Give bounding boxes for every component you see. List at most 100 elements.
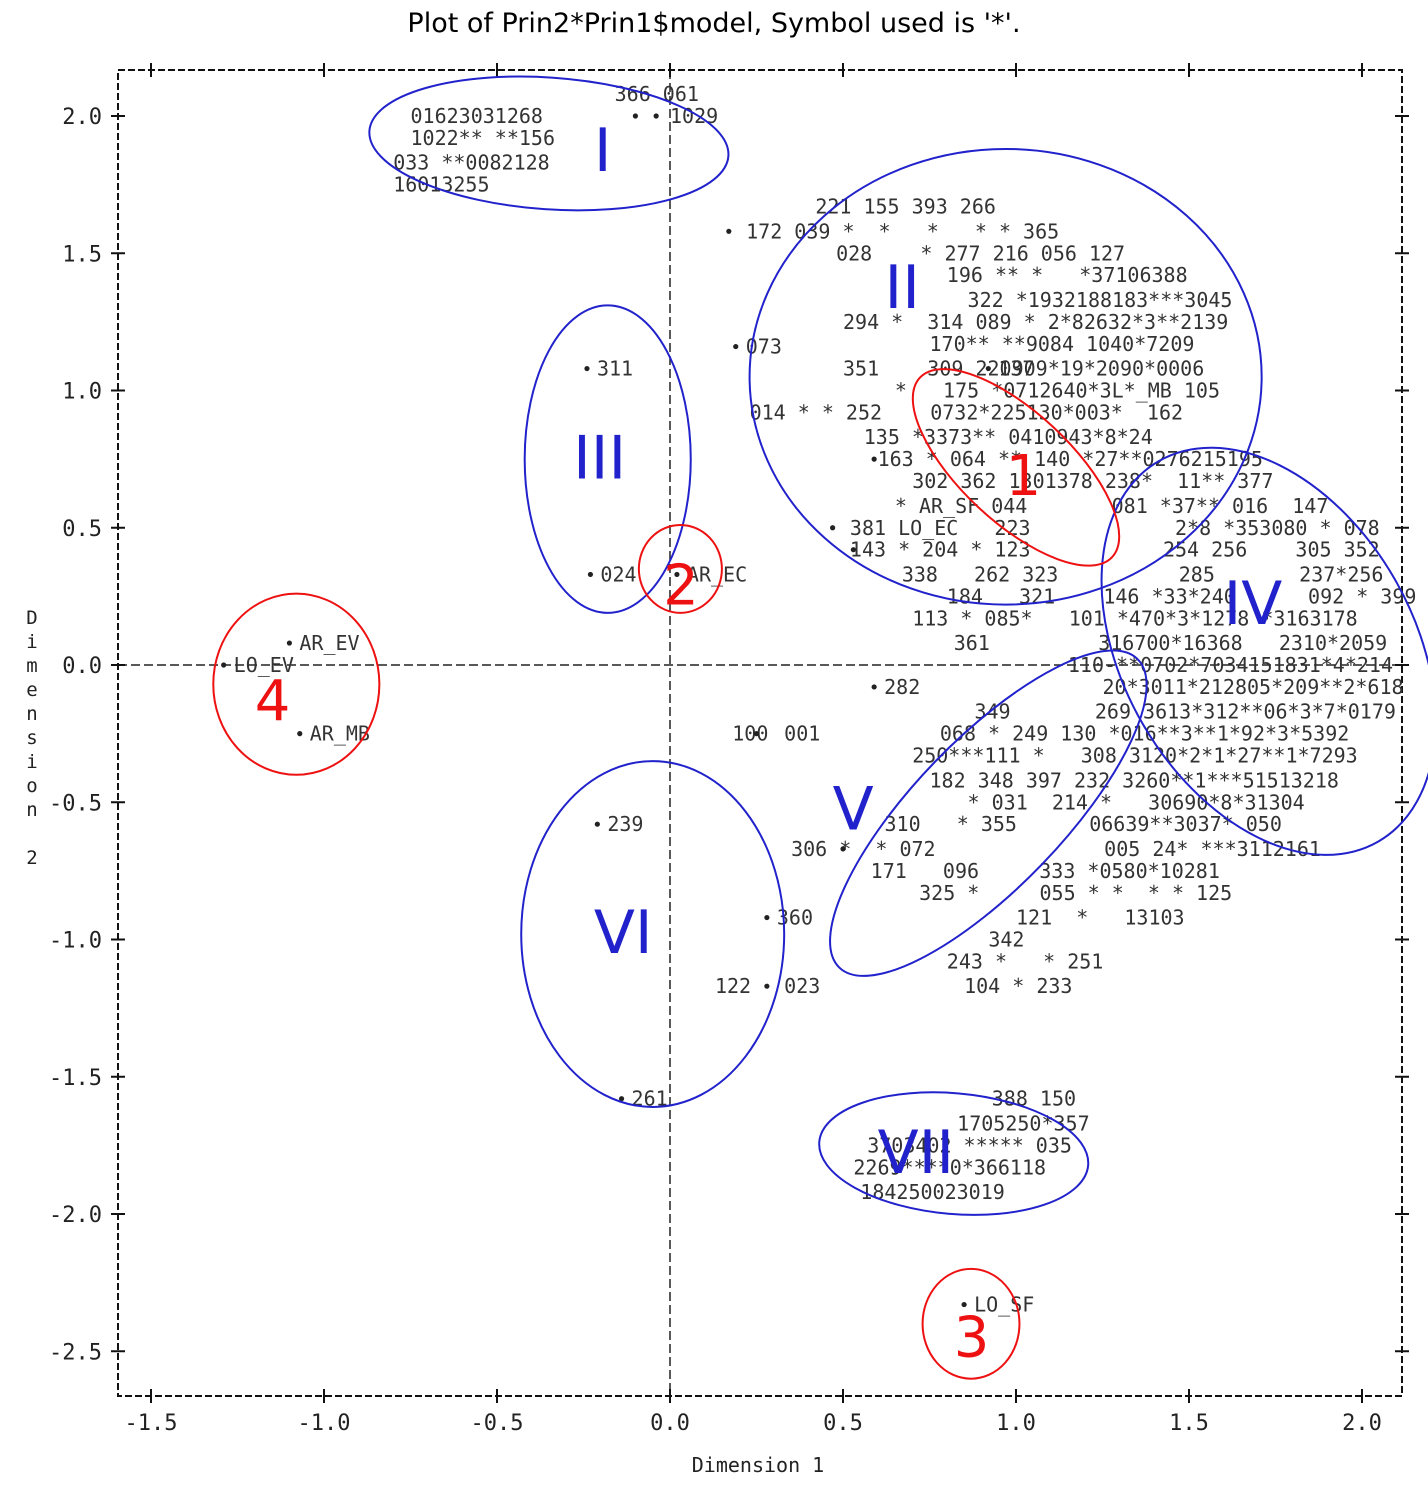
point-label: 366 061 [615, 82, 699, 106]
y-axis-label-char: m [26, 655, 37, 677]
data-point-label: 137 [998, 357, 1034, 381]
y-axis-label-char: i [26, 751, 37, 773]
y-axis-label-char: n [26, 799, 37, 821]
x-tick-label: 1.0 [996, 1411, 1036, 1436]
x-tick-label: 2.0 [1342, 1411, 1382, 1436]
plot-frame [117, 69, 1403, 1397]
data-point [871, 684, 877, 690]
data-point-label: AR_EC [687, 562, 747, 586]
data-point [733, 343, 739, 350]
data-point [850, 547, 856, 553]
group-ellipse [520, 760, 786, 1108]
point-label: 325 * 055 * * * * 125 [919, 881, 1232, 905]
data-point [297, 731, 303, 737]
model-ellipse-label: 2 [663, 554, 699, 619]
data-point [764, 983, 770, 989]
point-label: 338 262 323 285 237*256 [902, 562, 1384, 586]
point-label: 104 * 233 [964, 974, 1072, 998]
data-point [584, 365, 590, 372]
data-point [840, 846, 846, 852]
point-label: 100 [732, 722, 768, 746]
x-tick-label: 1.5 [1169, 1411, 1209, 1436]
point-label: 135 *3373** 0410943*8*24 [864, 425, 1153, 449]
data-point [587, 571, 594, 578]
group-ellipse [523, 304, 692, 614]
group-ellipse-label: III [573, 423, 626, 493]
data-point [764, 914, 770, 921]
point-label: 361 316700*16368 2310*2059 [954, 631, 1387, 655]
data-point-label: 282 [884, 675, 920, 699]
point-label: 172 039 * * * * * 365 [746, 219, 1059, 243]
point-label: 143 * 204 * 123 254 256 305 352 [850, 538, 1380, 562]
point-label: 20*3011*212805*209**2*618 [1103, 675, 1404, 699]
data-point [871, 456, 877, 462]
y-tick-label: -1.0 [49, 929, 102, 954]
group-ellipse-label: I [594, 116, 612, 186]
group-ellipse [748, 147, 1263, 606]
point-label: 113 * 085* 101 *470*3*1278 *3163178 [912, 606, 1358, 630]
data-point-label: LO_EV [234, 653, 294, 677]
point-label: 2269****0*366118 [853, 1155, 1046, 1179]
group-ellipse [368, 75, 730, 212]
y-axis-label-char: o [26, 775, 37, 797]
plot-border [117, 69, 1403, 1397]
point-label: 342 [988, 928, 1024, 952]
model-ellipse-label: 1 [1006, 444, 1042, 509]
data-point-label: 311 [597, 357, 633, 381]
group-ellipse-label: VI [594, 898, 653, 968]
point-label: 170** **9084 1040*7209 [930, 332, 1195, 356]
y-axis-label-char: e [26, 679, 37, 701]
x-tick-label: 0.0 [650, 1411, 690, 1436]
x-axis-label: Dimension 1 [692, 1453, 824, 1477]
data-point [674, 571, 680, 578]
point-label: 349 269 3613*312**06*3*7*0179 [974, 700, 1395, 724]
point-label: 014 * * 252 0732*225130*003* 162 [750, 400, 1183, 424]
y-tick-label: 1.5 [62, 242, 102, 267]
group-ellipse [829, 649, 1148, 977]
point-label: 033 **0082128 [393, 151, 550, 175]
point-label: 121 * 13103 [1016, 906, 1185, 930]
axis-ticks: -1.5 -1.0 -0.5 0.0 0.5 1.0 1.5 2.0 2.0 1.5 1.0 0.5 0… [49, 63, 1409, 1436]
data-point-label: 024 [600, 562, 636, 586]
group-ellipse [1100, 446, 1428, 856]
point-label: 122 [715, 974, 751, 998]
x-tick-label: -1.0 [298, 1411, 351, 1436]
data-point [830, 525, 836, 531]
x-tick-label: -0.5 [471, 1411, 524, 1436]
data-point [726, 228, 732, 234]
data-point [286, 640, 292, 646]
point-label: 221 155 393 266 [815, 195, 996, 219]
point-label: 028 * 277 216 056 127 [836, 241, 1125, 265]
point-label: 243 * * 251 [947, 949, 1104, 973]
y-axis-label-char: D [26, 607, 37, 629]
model-ellipse [212, 592, 381, 776]
data-point-label: AR_EV [299, 631, 359, 655]
point-label: 1705250*357 [957, 1111, 1089, 1135]
data-point [753, 731, 760, 737]
model-ellipse-label: 4 [255, 669, 291, 734]
data-point [221, 662, 227, 668]
y-tick-label: -1.5 [49, 1066, 102, 1091]
y-axis-label-char: n [26, 703, 37, 725]
y-axis-label-char: 2 [26, 847, 37, 869]
point-label: 294 * 314 089 * 2*82632*3**2139 [843, 310, 1228, 334]
y-tick-label: 1.0 [62, 380, 102, 405]
group-ellipse-label: II [885, 253, 920, 323]
model-ellipse-label: 3 [954, 1306, 990, 1371]
group-ellipse-label: VII [878, 1118, 954, 1188]
x-tick-label: -1.5 [125, 1411, 178, 1436]
point-label: 110-**0702*7034151831*4*214 [1068, 653, 1393, 677]
y-tick-label: 0.0 [62, 654, 102, 679]
point-label: 171 096 333 *0580*10281 [871, 859, 1220, 883]
point-label: 182 348 397 232 3260**1***51513218 [930, 768, 1339, 792]
x-tick-label: 0.5 [823, 1411, 863, 1436]
group-ellipse-label: IV [1224, 569, 1283, 639]
chart-title: Plot of Prin2*Prin1$model, Symbol used i… [407, 8, 1021, 39]
point-label: 388 150 [992, 1087, 1076, 1111]
y-tick-label: -2.5 [49, 1340, 102, 1365]
point-label: 322 *1932188183***3045 [968, 288, 1233, 312]
point-label: 196 ** * *37106388 [947, 263, 1188, 287]
